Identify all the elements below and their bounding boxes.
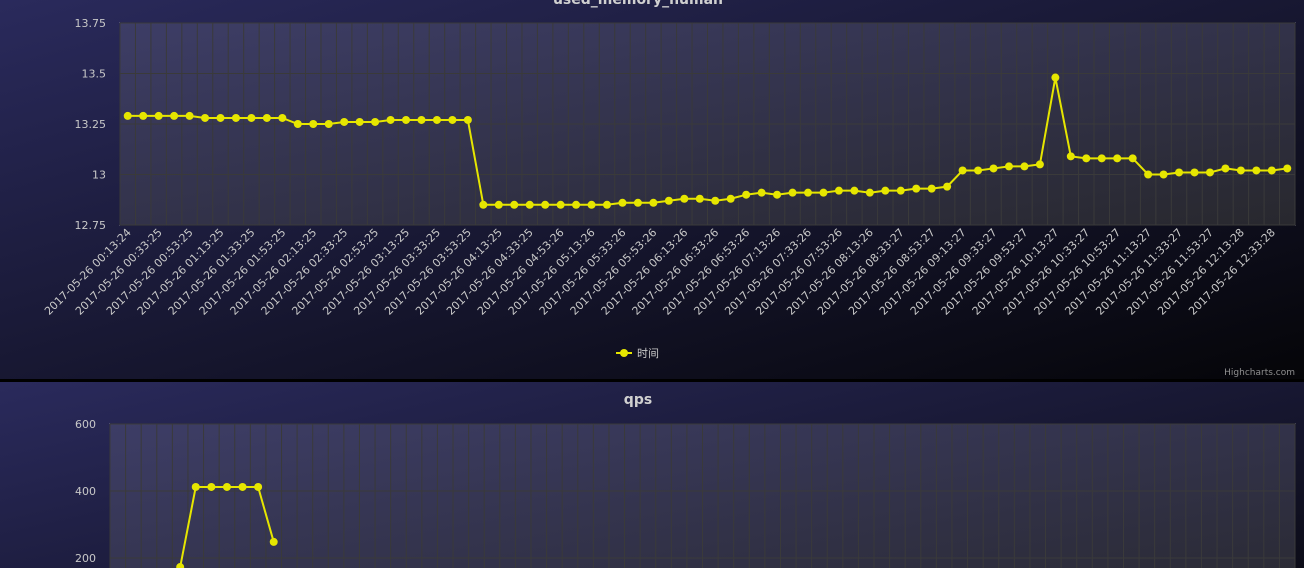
- point: [680, 194, 689, 203]
- point: [788, 188, 797, 197]
- point: [943, 182, 952, 191]
- y-tick-label: 600: [75, 418, 96, 431]
- point: [695, 194, 704, 203]
- point: [1267, 166, 1276, 175]
- point: [176, 563, 185, 568]
- point: [525, 200, 534, 209]
- point: [1066, 152, 1075, 161]
- point: [1175, 168, 1184, 177]
- y-tick-label: 200: [75, 552, 96, 565]
- point: [1113, 154, 1122, 163]
- point: [711, 196, 720, 205]
- point: [572, 200, 581, 209]
- point: [191, 482, 200, 491]
- point: [881, 186, 890, 195]
- series-line: [127, 77, 1288, 206]
- point: [1004, 162, 1013, 171]
- point: [1283, 164, 1292, 173]
- y-tick-label: 12.75: [75, 219, 107, 232]
- point: [340, 117, 349, 126]
- point: [742, 190, 751, 199]
- point: [726, 194, 735, 203]
- point: [231, 113, 240, 122]
- point: [170, 111, 179, 120]
- point: [773, 190, 782, 199]
- point: [432, 115, 441, 124]
- point: [154, 111, 163, 120]
- point: [262, 113, 271, 122]
- point: [448, 115, 457, 124]
- point: [207, 482, 216, 491]
- point: [541, 200, 550, 209]
- point: [1051, 73, 1060, 82]
- credits: Highcharts.com: [1224, 368, 1295, 378]
- point: [479, 200, 488, 209]
- chart-title: used_memory_human: [553, 0, 723, 8]
- point: [201, 113, 210, 122]
- point: [1020, 162, 1029, 171]
- point: [238, 482, 247, 491]
- point: [494, 200, 503, 209]
- point: [556, 200, 565, 209]
- y-tick-label: 13.25: [75, 118, 107, 131]
- point: [269, 537, 278, 546]
- point: [974, 166, 983, 175]
- point: [293, 120, 302, 128]
- point: [123, 111, 132, 120]
- point: [417, 115, 426, 124]
- point: [402, 115, 411, 124]
- point: [649, 198, 658, 207]
- point: [324, 120, 333, 128]
- point: [618, 198, 627, 207]
- point: [371, 117, 380, 126]
- point: [912, 184, 921, 193]
- point: [139, 111, 148, 120]
- point: [222, 482, 231, 491]
- point: [989, 164, 998, 173]
- point: [958, 166, 967, 175]
- point: [1144, 170, 1153, 179]
- point: [386, 115, 395, 124]
- point: [1221, 164, 1230, 173]
- point: [309, 120, 318, 128]
- legend-marker: [620, 349, 628, 357]
- point: [510, 200, 519, 209]
- y-tick-label: 13.5: [82, 68, 107, 81]
- point: [1252, 166, 1261, 175]
- point: [1205, 168, 1214, 177]
- point: [185, 111, 194, 120]
- point: [355, 117, 364, 126]
- point: [834, 186, 843, 195]
- point: [463, 115, 472, 124]
- point: [896, 186, 905, 195]
- point: [278, 113, 287, 122]
- point: [1128, 154, 1137, 163]
- point: [1236, 166, 1245, 175]
- point: [865, 188, 874, 197]
- point: [254, 482, 263, 491]
- point: [1082, 154, 1091, 163]
- point: [587, 200, 596, 209]
- point: [664, 196, 673, 205]
- point: [603, 200, 612, 209]
- point: [850, 186, 859, 195]
- point: [803, 188, 812, 197]
- point: [819, 188, 828, 197]
- point: [1035, 160, 1044, 169]
- point: [247, 113, 256, 122]
- y-tick-label: 13.75: [75, 17, 107, 30]
- legend-label: 时间: [637, 347, 659, 360]
- point: [633, 198, 642, 207]
- point: [1190, 168, 1199, 177]
- y-tick-label: 400: [75, 485, 96, 498]
- y-tick-label: 13: [92, 169, 106, 182]
- point: [927, 184, 936, 193]
- chart-title: qps: [624, 392, 652, 408]
- point: [1159, 170, 1168, 179]
- point: [1097, 154, 1106, 163]
- point: [757, 188, 766, 197]
- point: [216, 113, 225, 122]
